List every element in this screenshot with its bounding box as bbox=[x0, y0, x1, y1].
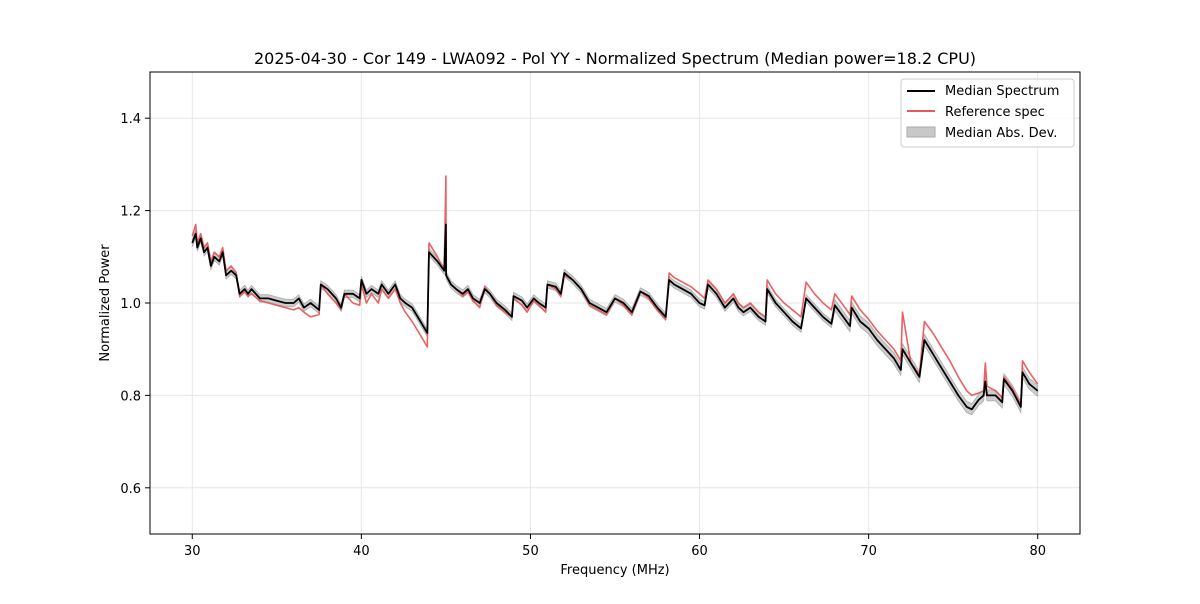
y-tick-label: 0.8 bbox=[120, 389, 141, 404]
legend: Median Spectrum Reference spec Median Ab… bbox=[900, 78, 1075, 148]
y-tick-label: 1.0 bbox=[120, 297, 141, 312]
x-tick-label: 70 bbox=[860, 544, 877, 559]
y-tick-label: 1.4 bbox=[120, 112, 141, 127]
chart-title: 2025-04-30 - Cor 149 - LWA092 - Pol YY -… bbox=[254, 49, 976, 68]
x-tick-label: 30 bbox=[184, 544, 201, 559]
y-tick-label: 0.6 bbox=[120, 482, 141, 497]
series-layer bbox=[191, 175, 1039, 411]
y-tick-label: 1.2 bbox=[120, 205, 141, 220]
x-tick-label: 50 bbox=[522, 544, 539, 559]
legend-mad-swatch bbox=[906, 126, 936, 138]
legend-mad-label: Median Abs. Dev. bbox=[945, 126, 1057, 141]
x-tick-label: 80 bbox=[1029, 544, 1046, 559]
legend-box bbox=[900, 78, 1075, 148]
reference-spectrum-line bbox=[191, 175, 1039, 406]
x-axis-label: Frequency (MHz) bbox=[560, 563, 669, 578]
y-axis-ticks: 0.6 0.8 1.0 1.2 1.4 bbox=[120, 112, 150, 497]
x-axis-ticks: 30 40 50 60 70 80 bbox=[184, 534, 1046, 559]
x-tick-label: 60 bbox=[691, 544, 708, 559]
y-axis-label: Normalized Power bbox=[98, 244, 113, 362]
legend-median-label: Median Spectrum bbox=[945, 84, 1059, 99]
x-tick-label: 40 bbox=[353, 544, 370, 559]
median-spectrum-line bbox=[191, 223, 1039, 411]
legend-reference-label: Reference spec bbox=[945, 105, 1045, 120]
